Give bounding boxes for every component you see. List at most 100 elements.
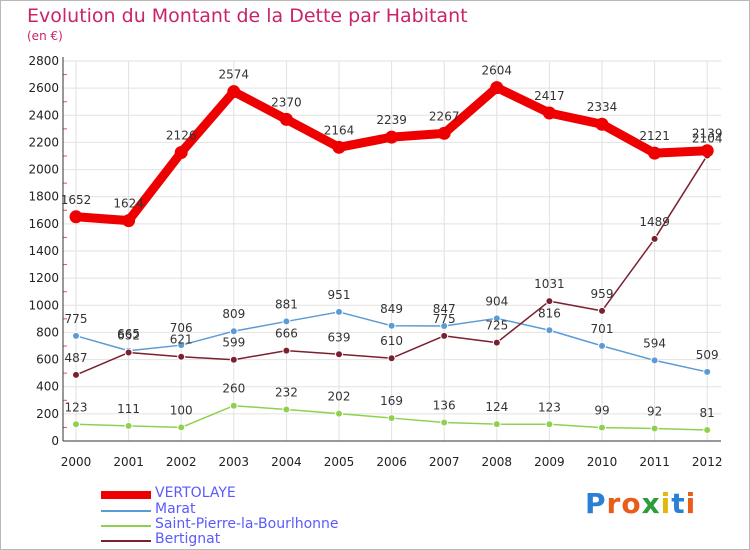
data-label: 232	[275, 386, 298, 400]
data-point	[437, 126, 451, 140]
data-point	[492, 420, 501, 429]
data-label: 2574	[219, 68, 250, 82]
y-tick-label: 1600	[28, 217, 59, 231]
data-label: 2164	[324, 123, 355, 137]
data-labels: 1652 1624 2126 2574 2370 2164 2239 2267 2604 2417…	[61, 64, 723, 420]
data-point	[700, 144, 714, 158]
data-label: 1489	[639, 215, 670, 229]
data-point	[490, 81, 504, 95]
data-point	[650, 356, 659, 365]
legend-swatch	[101, 540, 151, 542]
data-label: 81	[700, 406, 715, 420]
y-tick-label: 2800	[28, 54, 59, 68]
legend-swatch	[101, 491, 151, 499]
data-label: 2370	[271, 95, 302, 109]
data-point	[595, 117, 609, 131]
logo-letter: t	[671, 487, 686, 520]
data-point	[598, 341, 606, 350]
data-label: 123	[538, 400, 561, 414]
data-label: 725	[485, 319, 508, 333]
data-label: 2104	[692, 131, 723, 145]
data-label: 706	[170, 321, 193, 335]
x-tick-label: 2012	[692, 455, 723, 469]
data-point	[229, 327, 238, 336]
data-point	[177, 352, 186, 361]
x-tick-label: 2007	[429, 455, 460, 469]
data-label: 610	[380, 334, 403, 348]
legend-swatch	[101, 525, 151, 527]
y-tick-label: 2600	[28, 81, 59, 95]
data-point	[177, 423, 186, 432]
legend-swatch	[101, 510, 151, 512]
data-point	[598, 423, 606, 432]
data-point	[387, 321, 396, 330]
data-label: 881	[275, 297, 298, 311]
data-point	[598, 306, 606, 315]
data-label: 2239	[376, 113, 407, 127]
data-point	[72, 370, 80, 379]
logo-letter: x	[641, 487, 661, 520]
data-point	[545, 297, 554, 306]
data-label: 260	[222, 382, 245, 396]
data-label: 775	[433, 312, 456, 326]
legend-label: Saint-Pierre-la-Bourlhonne	[155, 516, 339, 532]
data-point	[174, 145, 188, 159]
data-point	[282, 405, 291, 414]
x-tick-label: 2009	[534, 455, 565, 469]
x-tick-label: 2004	[271, 455, 302, 469]
data-point	[227, 85, 241, 99]
y-tick-label: 2400	[28, 108, 59, 122]
data-label: 904	[485, 294, 508, 308]
data-point	[387, 354, 396, 363]
data-point	[122, 214, 136, 228]
data-point	[229, 401, 238, 410]
data-label: 169	[380, 394, 403, 408]
data-point	[492, 338, 501, 347]
y-tick-label: 400	[36, 380, 59, 394]
data-point	[69, 210, 83, 224]
data-point	[124, 421, 133, 430]
data-point	[332, 140, 346, 154]
data-label: 111	[117, 402, 140, 416]
data-point	[229, 355, 238, 364]
data-label: 2267	[429, 109, 460, 123]
data-point	[72, 420, 80, 429]
data-point	[385, 130, 399, 144]
data-label: 666	[275, 327, 298, 341]
data-point	[440, 331, 449, 340]
data-point	[545, 420, 554, 429]
data-point	[542, 106, 556, 120]
logo-letter: o	[621, 487, 642, 520]
data-label: 959	[591, 287, 614, 301]
data-label: 2604	[482, 64, 513, 78]
logo-letter: i	[685, 487, 697, 520]
data-point	[279, 112, 293, 126]
data-label: 2334	[587, 100, 618, 114]
y-tick-label: 600	[36, 353, 59, 367]
chart-subtitle: (en €)	[27, 29, 63, 43]
data-point	[72, 331, 80, 340]
data-label: 665	[117, 327, 140, 341]
data-label: 847	[433, 302, 456, 316]
legend-label: VERTOLAYE	[155, 485, 236, 501]
data-label: 809	[222, 307, 245, 321]
data-point	[335, 350, 343, 359]
data-label: 599	[222, 336, 245, 350]
x-tick-label: 2008	[482, 455, 513, 469]
data-label: 951	[328, 288, 351, 302]
data-point	[124, 348, 133, 357]
data-point	[387, 414, 396, 423]
data-point	[703, 426, 712, 435]
data-point	[492, 314, 501, 323]
data-point	[335, 409, 343, 418]
y-tick-label: 800	[36, 325, 59, 339]
data-label: 639	[328, 330, 351, 344]
data-point	[703, 367, 712, 376]
data-point	[282, 346, 291, 355]
x-tick-label: 2000	[61, 455, 92, 469]
data-point	[545, 326, 554, 335]
data-label: 509	[696, 348, 719, 362]
legend-label: Bertignat	[155, 531, 221, 547]
